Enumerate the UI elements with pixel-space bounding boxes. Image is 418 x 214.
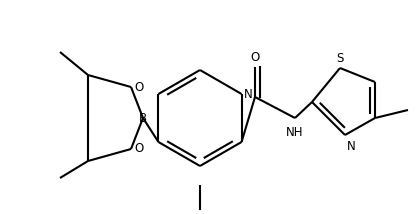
- Text: N: N: [244, 88, 252, 101]
- Text: NH: NH: [286, 125, 304, 138]
- Text: S: S: [336, 52, 344, 64]
- Text: O: O: [134, 143, 144, 156]
- Text: B: B: [139, 111, 147, 125]
- Text: N: N: [347, 141, 356, 153]
- Text: O: O: [134, 80, 144, 94]
- Text: O: O: [250, 51, 260, 64]
